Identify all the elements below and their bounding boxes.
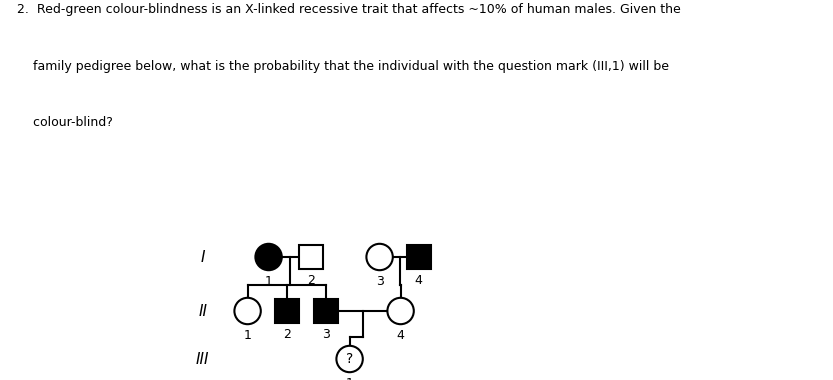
Text: I: I	[201, 250, 205, 264]
Text: 3: 3	[376, 275, 383, 288]
Circle shape	[337, 346, 363, 372]
Text: III: III	[196, 352, 209, 366]
Text: 4: 4	[415, 274, 422, 287]
Text: 3: 3	[322, 328, 330, 341]
Text: 2: 2	[282, 328, 291, 341]
Text: family pedigree below, what is the probability that the individual with the ques: family pedigree below, what is the proba…	[17, 60, 669, 73]
Text: 1: 1	[265, 275, 272, 288]
Text: 1: 1	[244, 329, 252, 342]
Text: 1: 1	[346, 377, 353, 380]
Text: 2: 2	[307, 274, 315, 287]
Text: 2.  Red-green colour-blindness is an X-linked recessive trait that affects ~10% : 2. Red-green colour-blindness is an X-li…	[17, 3, 681, 16]
Bar	[298, 245, 322, 269]
Circle shape	[234, 298, 261, 324]
Circle shape	[256, 244, 282, 270]
Bar	[407, 245, 431, 269]
Circle shape	[367, 244, 393, 270]
Text: II: II	[198, 304, 207, 318]
Bar	[313, 299, 337, 323]
Circle shape	[387, 298, 414, 324]
Bar	[275, 299, 298, 323]
Text: colour-blind?: colour-blind?	[17, 116, 112, 129]
Text: ?: ?	[346, 352, 353, 366]
Text: 4: 4	[397, 329, 405, 342]
